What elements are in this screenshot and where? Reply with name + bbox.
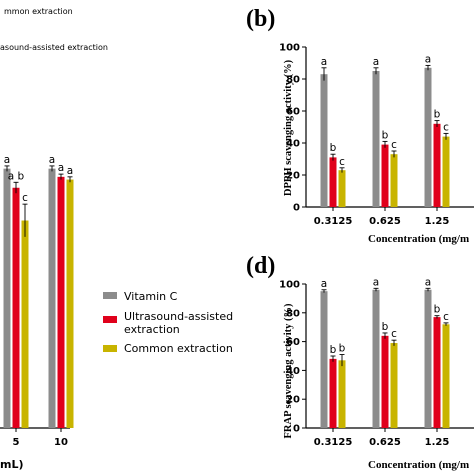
xlabel-dpph: Concentration (mg/m [368,233,469,245]
significance-letter: a [373,56,379,68]
xlabel-frap: Concentration (mg/m [368,459,469,471]
x-tick-label: 5 [13,437,20,448]
y-tick-label: 80 [286,75,300,86]
x-tick-label: 1.25 [425,437,450,448]
significance-letter: c [443,311,449,323]
y-tick-label: 20 [286,171,300,182]
significance-letter: b [330,344,337,356]
x-tick-label: 10 [54,437,68,448]
main-legend: Vitamin C Ultrasound-assisted extraction… [103,290,237,355]
x-tick-label: 0.625 [369,437,401,448]
y-tick-label: 100 [279,280,300,291]
bar-ultrasound [433,317,441,428]
legend-swatch-vitamin-c [103,292,117,299]
significance-letter: b [330,142,337,154]
x-tick-label: 0.625 [369,216,401,227]
y-tick-label: 80 [286,308,300,319]
bar-vitamin-c [424,67,432,207]
bar-common [390,343,398,428]
bar-vitamin-c [372,71,380,207]
significance-letter: b [434,304,441,316]
significance-letter: a [58,162,64,174]
significance-letter: c [391,328,397,340]
bar-common [338,360,346,428]
legend-swatch-ultrasound [103,316,117,323]
significance-letter: c [339,156,345,168]
bar-ultrasound [433,123,441,207]
significance-letter: b [339,343,346,355]
legend-label-ultrasound-line2: extraction [124,323,180,336]
significance-letter: c [443,121,449,133]
panel-label-b: (b) [246,6,275,32]
bar-ultrasound [329,157,337,207]
significance-letter: c [22,192,28,204]
significance-letter: a [49,154,55,166]
bar-vitamin-c [372,289,380,428]
x-tick-label: 0.3125 [314,216,353,227]
bar-common [390,154,398,207]
significance-letter: a [321,278,327,290]
chart-dpph: 0204060801000.3125abc0.625abc1.25abc2.5a… [279,43,474,227]
bar-vitamin-c [48,168,56,428]
significance-letter: a [67,165,73,177]
y-tick-label: 20 [286,395,300,406]
bar-ultrasound [12,187,20,428]
legend-label-vitamin-c: Vitamin C [124,290,178,303]
bar-common [21,220,29,428]
bar-ultrasound [57,176,65,428]
bar-ultrasound [329,358,337,428]
top-legend-label-ultrasound: asound-assisted extraction [0,43,108,52]
chart-frap: 0204060801000.3125abb0.625abc1.25abc2.5a… [279,276,474,448]
bar-common [442,324,450,428]
y-tick-label: 40 [286,366,300,377]
xlabel-left: mL) [0,458,24,471]
significance-letter: a [321,56,327,68]
significance-letter: b [434,109,441,121]
significance-letter: a [425,276,431,288]
significance-letter: a [4,154,10,166]
significance-letter: a b [8,170,25,182]
y-tick-label: 0 [293,203,300,214]
significance-letter: c [391,139,397,151]
significance-letter: b [382,129,389,141]
significance-letter: b [382,321,389,333]
legend-swatch-common [103,345,117,352]
top-legend: mmon extraction asound-assisted extracti… [0,7,108,52]
bar-vitamin-c [320,291,328,428]
legend-label-common: Common extraction [124,342,233,355]
panel-label-d: (d) [246,253,275,279]
x-tick-label: 0.3125 [314,437,353,448]
legend-label-ultrasound-line1: Ultrasound-assisted [124,310,233,323]
bar-ultrasound [381,335,389,428]
significance-letter: a [373,276,379,288]
bar-ultrasound [381,144,389,207]
y-tick-label: 0 [293,424,300,435]
top-legend-label-common: mmon extraction [4,7,73,16]
bar-common [338,170,346,207]
bar-vitamin-c [3,168,11,428]
x-tick-label: 1.25 [425,216,450,227]
ylabel-frap: FRAP scavenging activity (%) [283,303,294,439]
y-tick-label: 60 [286,107,300,118]
bar-common [442,136,450,207]
bar-common [66,179,74,428]
legend-label-ultrasound: Ultrasound-assisted extraction [124,310,237,336]
y-tick-label: 100 [279,43,300,54]
y-tick-label: 40 [286,139,300,150]
bar-vitamin-c [320,74,328,207]
ylabel-dpph: DPPH scavenging activity (%) [283,59,294,196]
bar-vitamin-c [424,289,432,428]
y-tick-label: 60 [286,337,300,348]
significance-letter: a [425,53,431,65]
